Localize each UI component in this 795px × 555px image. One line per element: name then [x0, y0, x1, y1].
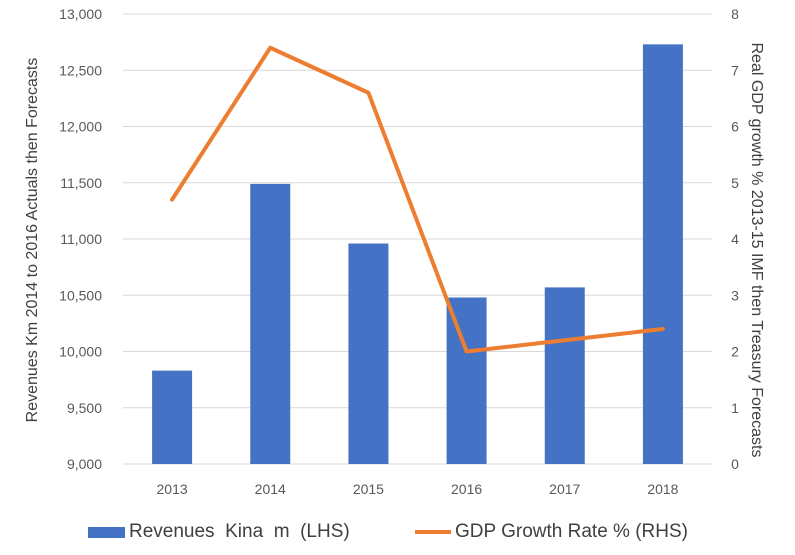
x-tick-label: 2015	[353, 481, 384, 497]
left-tick-label: 13,000	[59, 6, 102, 22]
bar-2014	[250, 183, 291, 464]
legend-swatch-bar	[88, 526, 125, 538]
legend-item-revenues: Revenues Kina m (LHS)	[88, 521, 350, 543]
right-tick-label: 0	[731, 456, 739, 472]
left-tick-label: 9,000	[67, 456, 102, 472]
gdp-growth-line	[170, 45, 665, 354]
x-tick-label: 2014	[255, 481, 286, 497]
right-tick-label: 3	[731, 287, 739, 303]
legend-swatch-line	[415, 530, 451, 534]
right-tick-label: 1	[731, 400, 739, 416]
left-tick-label: 12,000	[59, 119, 102, 135]
right-axis-title: Real GDP growth % 2013-15 IMF then Treas…	[748, 43, 765, 458]
right-tick-label: 5	[731, 175, 739, 191]
x-axis-ticks: 2013 2014 2015 2016 2017 2018	[157, 481, 679, 497]
x-tick-label: 2017	[549, 481, 580, 497]
legend-label-revenues: Revenues Kina m (LHS)	[129, 521, 350, 542]
bar-2017	[544, 287, 585, 464]
legend-item-gdp: GDP Growth Rate % (RHS)	[415, 521, 688, 543]
left-tick-label: 12,500	[59, 62, 102, 78]
legend: Revenues Kina m (LHS) GDP Growth Rate % …	[0, 515, 795, 549]
left-axis-ticks: 9,000 9,500 10,000 10,500 11,000 11,500 12,000…	[59, 6, 102, 472]
bar-2015	[348, 243, 389, 464]
right-tick-label: 4	[731, 231, 739, 247]
left-axis-title: Revenues Km 2014 to 2016 Actuals then Fo…	[24, 58, 41, 423]
bar-2016	[446, 297, 487, 464]
left-tick-label: 10,500	[59, 287, 102, 303]
right-tick-label: 2	[731, 344, 739, 360]
right-tick-label: 6	[731, 119, 739, 135]
left-tick-label: 11,500	[60, 175, 102, 191]
right-axis-ticks: 0 1 2 3 4 5 6 7 8	[731, 6, 739, 472]
x-tick-label: 2013	[157, 481, 188, 497]
x-tick-label: 2016	[451, 481, 482, 497]
bar-2018	[642, 44, 683, 464]
right-tick-label: 7	[731, 62, 739, 78]
left-tick-label: 9,500	[67, 400, 102, 416]
combo-chart: 9,000 9,500 10,000 10,500 11,000 11,500 12,000…	[24, 6, 765, 497]
bar-series	[152, 44, 683, 464]
left-tick-label: 10,000	[59, 344, 102, 360]
left-tick-label: 11,000	[60, 231, 102, 247]
bar-2013	[152, 370, 193, 464]
gridlines	[123, 13, 712, 465]
x-tick-label: 2018	[647, 481, 678, 497]
line-series	[170, 45, 665, 354]
legend-label-gdp: GDP Growth Rate % (RHS)	[455, 521, 688, 542]
right-tick-label: 8	[731, 6, 739, 22]
